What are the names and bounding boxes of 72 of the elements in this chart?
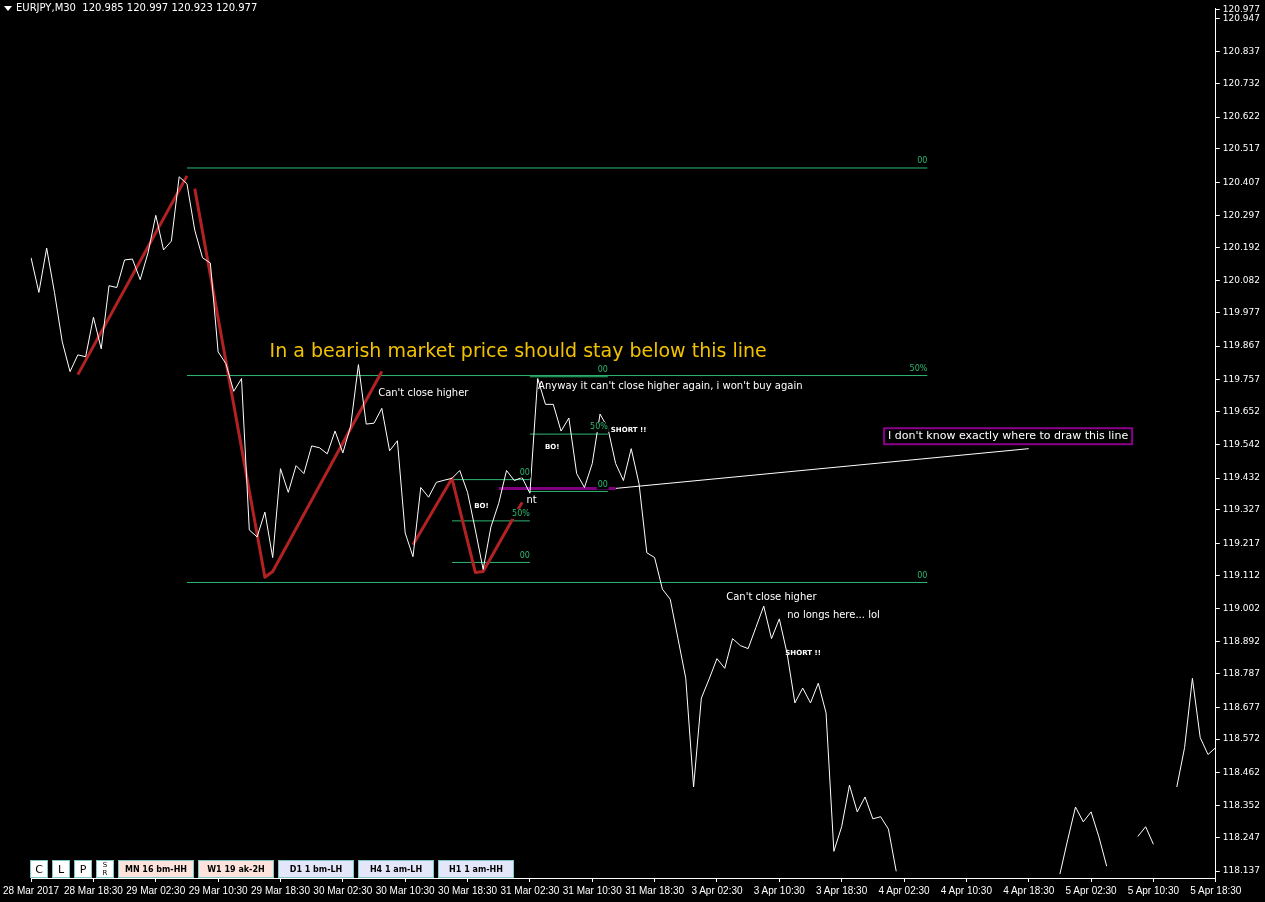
y-tick-label: 119.542 [1222, 439, 1260, 450]
series-label: 00 [597, 479, 608, 489]
y-tick-label: 120.192 [1222, 241, 1260, 252]
x-tick-label: 5 Apr 10:30 [1127, 884, 1180, 896]
annotation: Can't close higher [726, 591, 818, 603]
series-label: 50% [590, 422, 609, 432]
y-tick-label: 119.112 [1222, 569, 1260, 580]
y-tick-label: 118.677 [1222, 701, 1260, 712]
x-tick-label: 4 Apr 10:30 [940, 884, 993, 896]
x-tick-label: 3 Apr 02:30 [691, 884, 743, 896]
y-tick-label: 118.352 [1222, 800, 1260, 811]
y-tick-label: 119.002 [1222, 602, 1260, 613]
y-tick-label: 119.217 [1222, 537, 1260, 548]
x-tick-label: 4 Apr 02:30 [878, 884, 931, 896]
y-tick-label: 119.757 [1222, 373, 1260, 384]
annotation: I don't know exactly where to draw this line [888, 429, 1129, 443]
tab-button: H4 1 am-LH [358, 860, 434, 878]
x-tick-label: 3 Apr 18:30 [816, 884, 868, 896]
x-tick-label: 3 Apr 10:30 [753, 884, 806, 896]
y-tick-label: 119.867 [1222, 340, 1260, 351]
tab-button: MN 16 bm-HH [118, 860, 194, 878]
y-tick-label: 119.432 [1222, 472, 1260, 483]
y-tick-label: 118.787 [1222, 668, 1260, 679]
series-label: 50% [909, 363, 928, 373]
y-tick-label: 118.462 [1222, 766, 1260, 777]
y-tick-label: 120.517 [1222, 143, 1260, 154]
y-tick-label: 120.732 [1222, 77, 1260, 88]
series-label: 00 [917, 570, 928, 580]
x-tick-label: 29 Mar 02:30 [126, 884, 186, 896]
tab-button: W1 19 ak-2H [198, 860, 274, 878]
series-label: 00 [597, 364, 608, 374]
annotation: nt [526, 494, 537, 506]
series-label: 00 [917, 156, 928, 166]
y-tick-label: 119.977 [1222, 307, 1260, 318]
x-tick-label: 30 Mar 18:30 [438, 884, 498, 896]
tab-button: L [52, 860, 70, 878]
y-tick-label: 120.082 [1222, 275, 1260, 286]
x-tick-label: 30 Mar 02:30 [313, 884, 373, 896]
annotation: Can't close higher [378, 387, 470, 399]
series-label: 00 [519, 550, 530, 560]
chart-title: EURJPY,M30 120.985 120.997 120.923 120.977 [16, 2, 258, 13]
y-tick-label: 118.137 [1222, 865, 1260, 876]
tab-button: D1 1 bm-LH [278, 860, 354, 878]
y-tick-label: 119.652 [1222, 405, 1260, 416]
x-tick-label: 5 Apr 02:30 [1065, 884, 1118, 896]
x-tick-label: 30 Mar 10:30 [375, 884, 436, 896]
x-tick-label: 29 Mar 10:30 [188, 884, 249, 896]
x-tick-label: 31 Mar 10:30 [562, 884, 623, 896]
y-tick-label: 118.892 [1222, 636, 1260, 647]
tab-button: H1 1 am-HH [438, 860, 514, 878]
x-tick-label: 4 Apr 18:30 [1003, 884, 1055, 896]
x-tick-label: 31 Mar 18:30 [625, 884, 685, 896]
x-tick-label: 29 Mar 18:30 [251, 884, 311, 896]
x-tick-label: 28 Mar 18:30 [63, 884, 124, 896]
annotation: In a bearish market price should stay below this line [269, 339, 767, 362]
series-label: 50% [512, 508, 531, 518]
y-tick-label: 118.247 [1222, 831, 1260, 842]
series-label: 00 [519, 467, 530, 477]
tab-button: C [30, 860, 48, 878]
y-tick-label: 120.977 [1222, 3, 1260, 14]
y-tick-label: 120.622 [1222, 111, 1260, 122]
tab-button: P [74, 860, 92, 878]
x-tick-label: 28 Mar 2017 [3, 884, 60, 896]
y-tick-label: 119.327 [1222, 504, 1260, 515]
y-tick-label: 118.572 [1222, 733, 1260, 744]
y-tick-label: 120.837 [1222, 46, 1260, 57]
y-tick-label: 120.297 [1222, 209, 1260, 220]
x-tick-label: 5 Apr 18:30 [1190, 884, 1242, 896]
y-tick-label: 120.407 [1222, 176, 1260, 187]
annotation: no longs here... lol [787, 609, 880, 621]
x-tick-label: 31 Mar 02:30 [500, 884, 560, 896]
y-tick-label: 120.947 [1222, 12, 1260, 23]
